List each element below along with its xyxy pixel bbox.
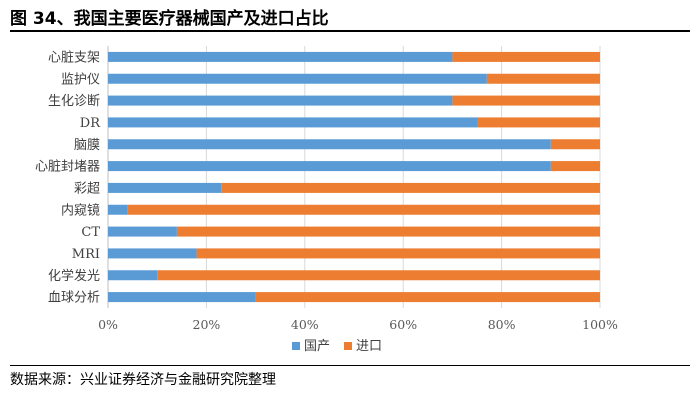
bar-domestic bbox=[108, 292, 256, 303]
x-tick: 0% bbox=[98, 317, 118, 332]
legend-swatch bbox=[292, 342, 300, 350]
bar-import bbox=[196, 248, 600, 259]
bar-import bbox=[127, 204, 601, 215]
bar-domestic bbox=[108, 117, 477, 128]
bar-import bbox=[176, 226, 600, 237]
bar-domestic bbox=[108, 248, 197, 259]
category-label: 脑膜 bbox=[74, 138, 100, 153]
category-label: 彩超 bbox=[74, 181, 100, 196]
x-tick-label: 80% bbox=[488, 317, 516, 332]
x-axis-ticks: 0% 20% 40% 60% 80% 100% bbox=[98, 317, 618, 332]
category-label: 化学发光 bbox=[48, 268, 100, 284]
bar-domestic bbox=[108, 182, 222, 193]
category-label: 心脏支架 bbox=[48, 50, 100, 65]
x-tick-label: 40% bbox=[291, 317, 319, 332]
x-tick-label: 60% bbox=[389, 317, 417, 332]
figure-title: 图 34、我国主要医疗器械国产及进口占比 bbox=[10, 9, 329, 29]
category-label: 血球分析 bbox=[48, 291, 100, 306]
bar-domestic bbox=[108, 161, 551, 172]
legend-label: 国产 bbox=[304, 339, 330, 354]
category-label: CT bbox=[81, 225, 100, 240]
x-tick-label: 100% bbox=[582, 317, 618, 332]
bar-domestic bbox=[108, 226, 177, 237]
legend-item-domestic: 国产 bbox=[292, 339, 330, 354]
bars bbox=[108, 51, 601, 303]
x-tick: 20% bbox=[193, 317, 221, 332]
bar-import bbox=[221, 182, 600, 193]
category-label: 生化诊断 bbox=[48, 94, 100, 109]
bar-import bbox=[157, 270, 600, 281]
legend: 国产 进口 bbox=[292, 339, 382, 354]
x-tick: 100% bbox=[582, 317, 618, 332]
bar-domestic bbox=[108, 204, 128, 215]
bottom-rule bbox=[10, 365, 690, 366]
title-rule bbox=[10, 30, 690, 32]
gridlines bbox=[107, 46, 601, 308]
x-tick-label: 0% bbox=[98, 317, 118, 332]
legend-label: 进口 bbox=[356, 339, 382, 354]
bar-import bbox=[486, 73, 600, 84]
bar-import bbox=[550, 161, 600, 172]
bar-import bbox=[452, 51, 600, 62]
bar-domestic bbox=[108, 270, 158, 281]
bar-domestic bbox=[108, 51, 453, 62]
bar-import bbox=[550, 139, 600, 150]
category-label: 监护仪 bbox=[61, 72, 100, 87]
bar-domestic bbox=[108, 139, 551, 150]
bar-import bbox=[255, 292, 600, 303]
x-tick: 40% bbox=[291, 317, 319, 332]
bar-domestic bbox=[108, 95, 453, 106]
bar-import bbox=[477, 117, 600, 128]
category-label: MRI bbox=[72, 247, 100, 262]
category-label: DR bbox=[80, 116, 101, 131]
x-tick: 60% bbox=[389, 317, 417, 332]
x-tick: 80% bbox=[488, 317, 516, 332]
source-note: 数据来源：兴业证券经济与金融研究院整理 bbox=[10, 372, 276, 388]
category-label: 心脏封堵器 bbox=[35, 160, 100, 175]
legend-swatch bbox=[344, 342, 352, 350]
x-tick-label: 20% bbox=[193, 317, 221, 332]
bar-import bbox=[452, 95, 600, 106]
category-label: 内窥镜 bbox=[61, 202, 100, 218]
bar-domestic bbox=[108, 73, 487, 84]
legend-item-import: 进口 bbox=[344, 339, 382, 354]
